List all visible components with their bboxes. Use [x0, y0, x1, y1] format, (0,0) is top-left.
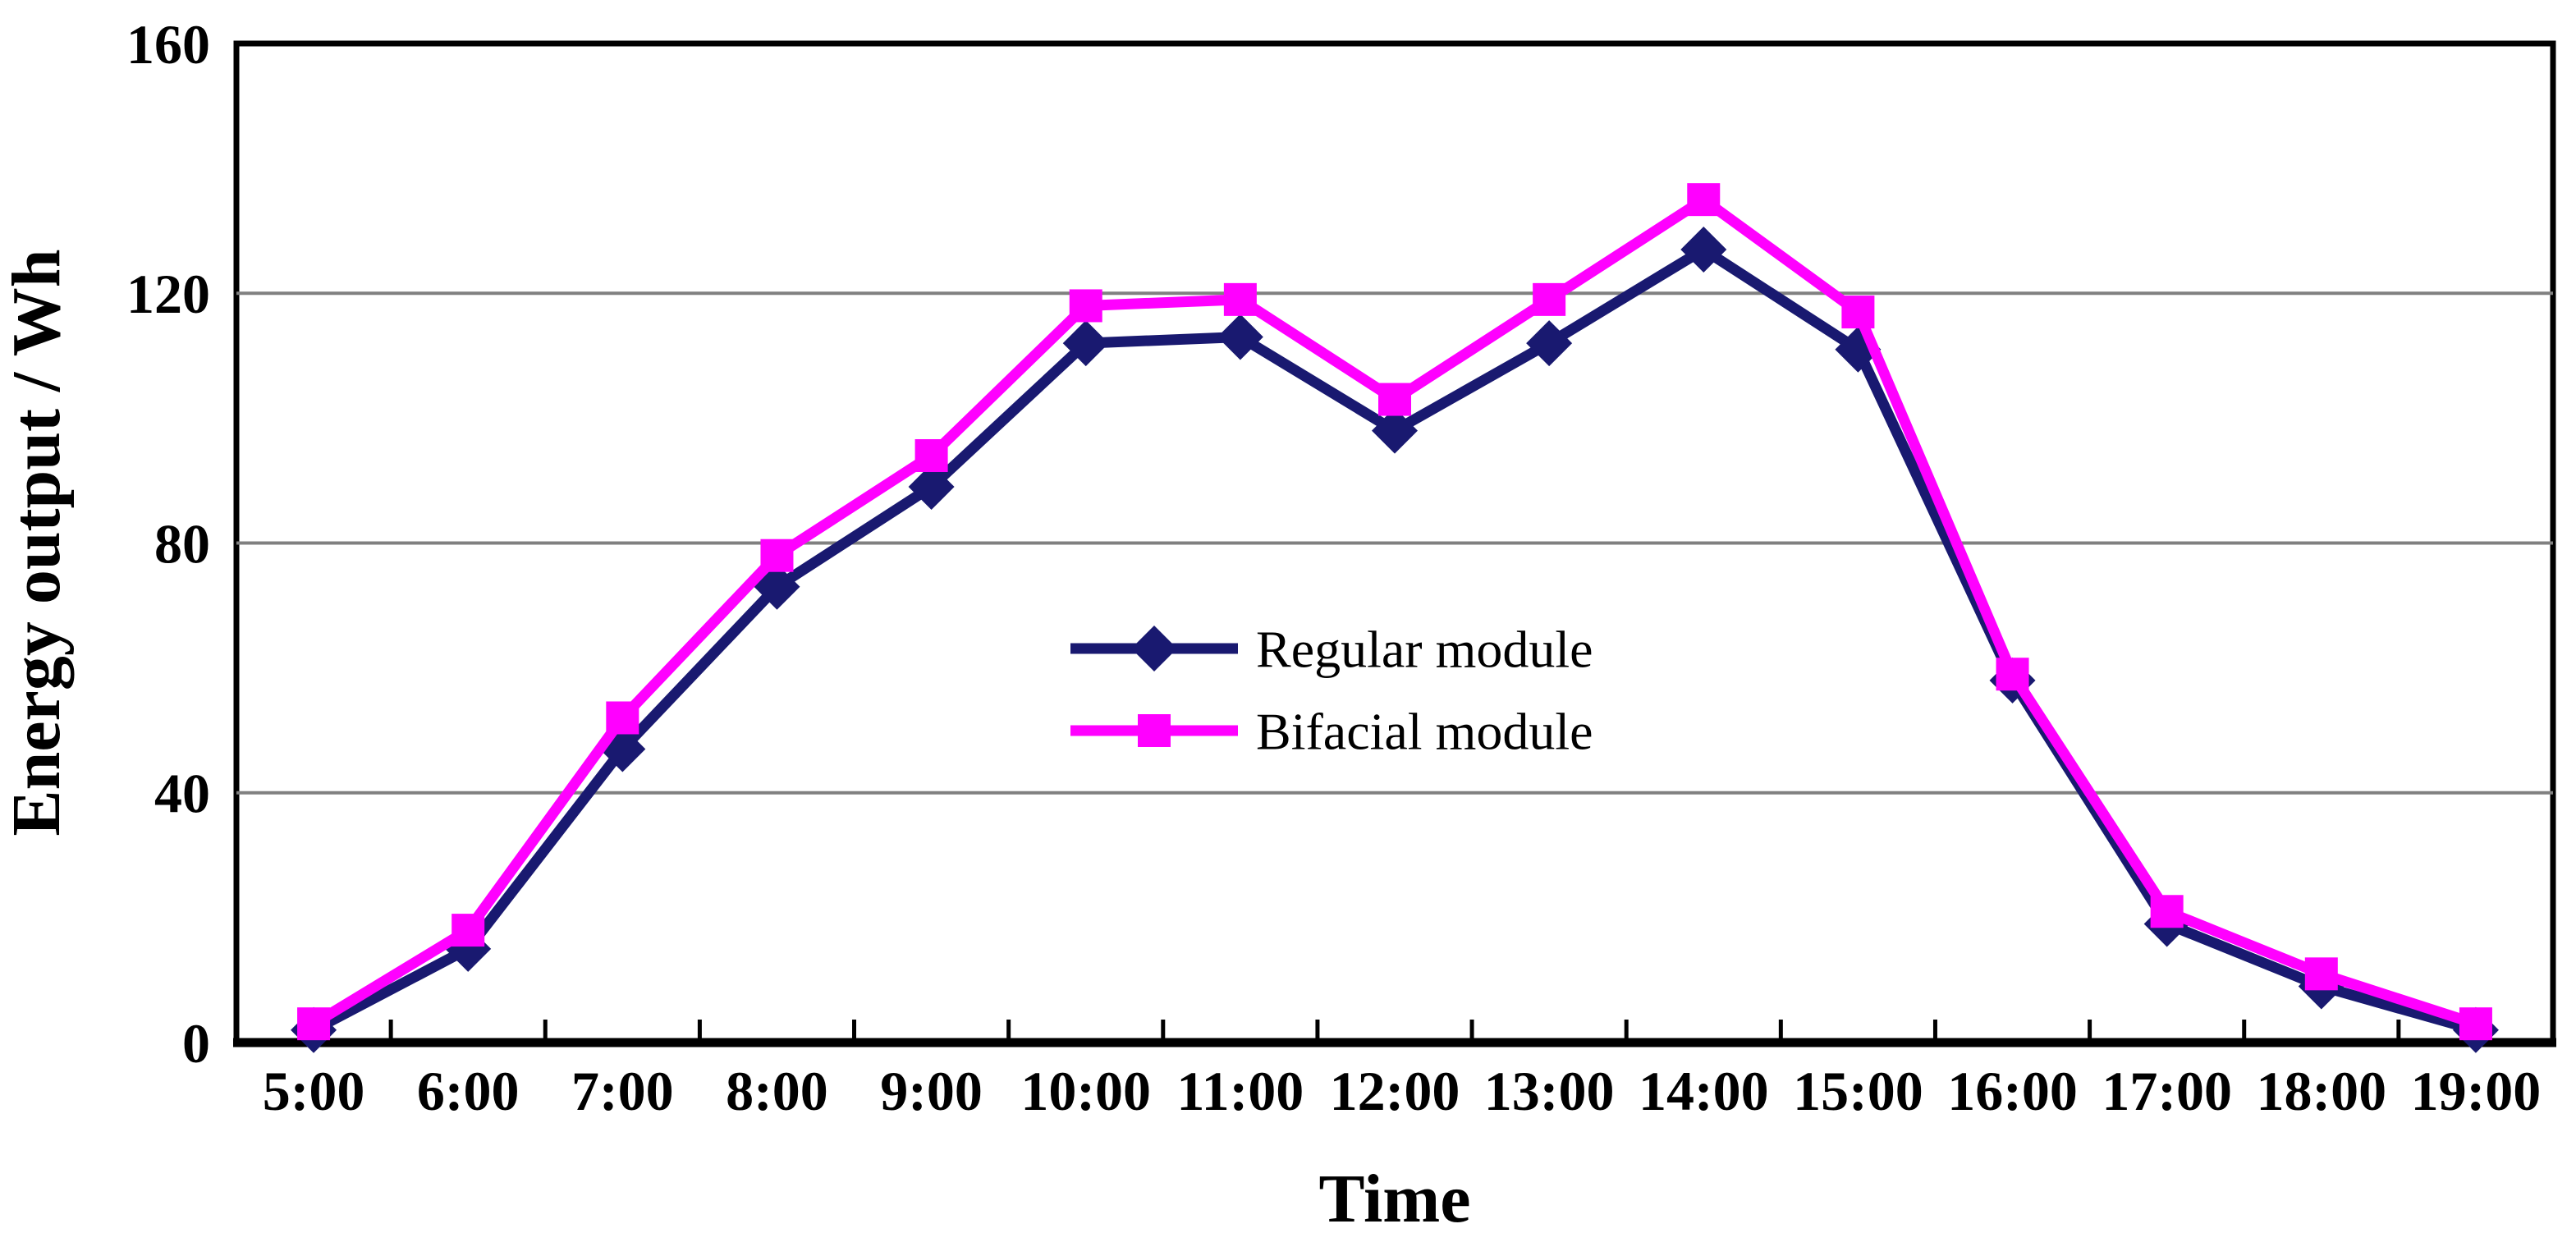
data-point-diamond [1062, 320, 1109, 367]
data-point-diamond [1217, 314, 1263, 360]
data-point-square [2304, 957, 2338, 991]
x-tick-label-18:00: 18:00 [2256, 1060, 2386, 1122]
x-tick-label-6:00: 6:00 [417, 1060, 520, 1122]
legend-marker-square [1138, 714, 1171, 747]
x-tick-label-17:00: 17:00 [2102, 1060, 2232, 1122]
y-tick-label-80: 80 [154, 512, 210, 575]
x-tick-label-7:00: 7:00 [571, 1060, 674, 1122]
data-point-square [1687, 183, 1721, 217]
x-tick-label-9:00: 9:00 [880, 1060, 983, 1122]
x-tick-label-12:00: 12:00 [1330, 1060, 1460, 1122]
data-point-square [297, 1007, 331, 1041]
x-tick-label-19:00: 19:00 [2411, 1060, 2542, 1122]
y-tick-label-0: 0 [182, 1012, 210, 1075]
y-tick-label-40: 40 [154, 763, 210, 825]
data-point-diamond [1526, 320, 1573, 367]
data-point-diamond [1372, 407, 1418, 454]
data-point-square [914, 439, 948, 473]
x-axis-title: Time [1318, 1161, 1470, 1233]
axes-layer [233, 1020, 2556, 1047]
data-point-square [451, 914, 485, 947]
x-tick-label-5:00: 5:00 [263, 1060, 365, 1122]
data-point-square [2150, 895, 2184, 928]
data-point-square [1223, 282, 1257, 316]
x-tick-label-14:00: 14:00 [1639, 1060, 1769, 1122]
x-tick-label-8:00: 8:00 [726, 1060, 828, 1122]
x-tick-label-15:00: 15:00 [1793, 1060, 1923, 1122]
legend-label: Regular module [1256, 620, 1593, 678]
x-tick-label-10:00: 10:00 [1020, 1060, 1151, 1122]
x-tick-label-16:00: 16:00 [1947, 1060, 2078, 1122]
legend-layer: Regular module Bifacial module [1070, 620, 1593, 760]
axis-labels-layer: 0 40 80 120 160 5:00 6:00 7:00 8:00 9:00 10:00 11:0… [126, 13, 2541, 1122]
y-axis-title: Energy output / Wh [0, 250, 75, 837]
y-tick-label-120: 120 [126, 263, 210, 325]
data-point-square [1996, 658, 2029, 691]
x-tick-label-11:00: 11:00 [1176, 1060, 1304, 1122]
y-tick-label-160: 160 [126, 13, 210, 76]
data-point-diamond [908, 464, 955, 511]
data-point-square [1378, 383, 1411, 416]
data-point-square [606, 701, 639, 735]
data-point-square [1841, 296, 1875, 329]
data-point-square [760, 539, 794, 572]
legend-item-bifacial-module: Bifacial module [1070, 702, 1593, 760]
legend-item-regular-module: Regular module [1070, 620, 1593, 678]
data-point-square [1533, 282, 1566, 316]
legend-marker-diamond [1131, 626, 1177, 672]
x-tick-label-13:00: 13:00 [1484, 1060, 1615, 1122]
gridlines-layer [236, 291, 2553, 795]
data-point-square [1069, 289, 1102, 323]
legend-label: Bifacial module [1256, 702, 1593, 760]
data-point-square [2459, 1007, 2492, 1041]
series-layer [291, 183, 2499, 1053]
data-point-diamond [1680, 227, 1727, 273]
